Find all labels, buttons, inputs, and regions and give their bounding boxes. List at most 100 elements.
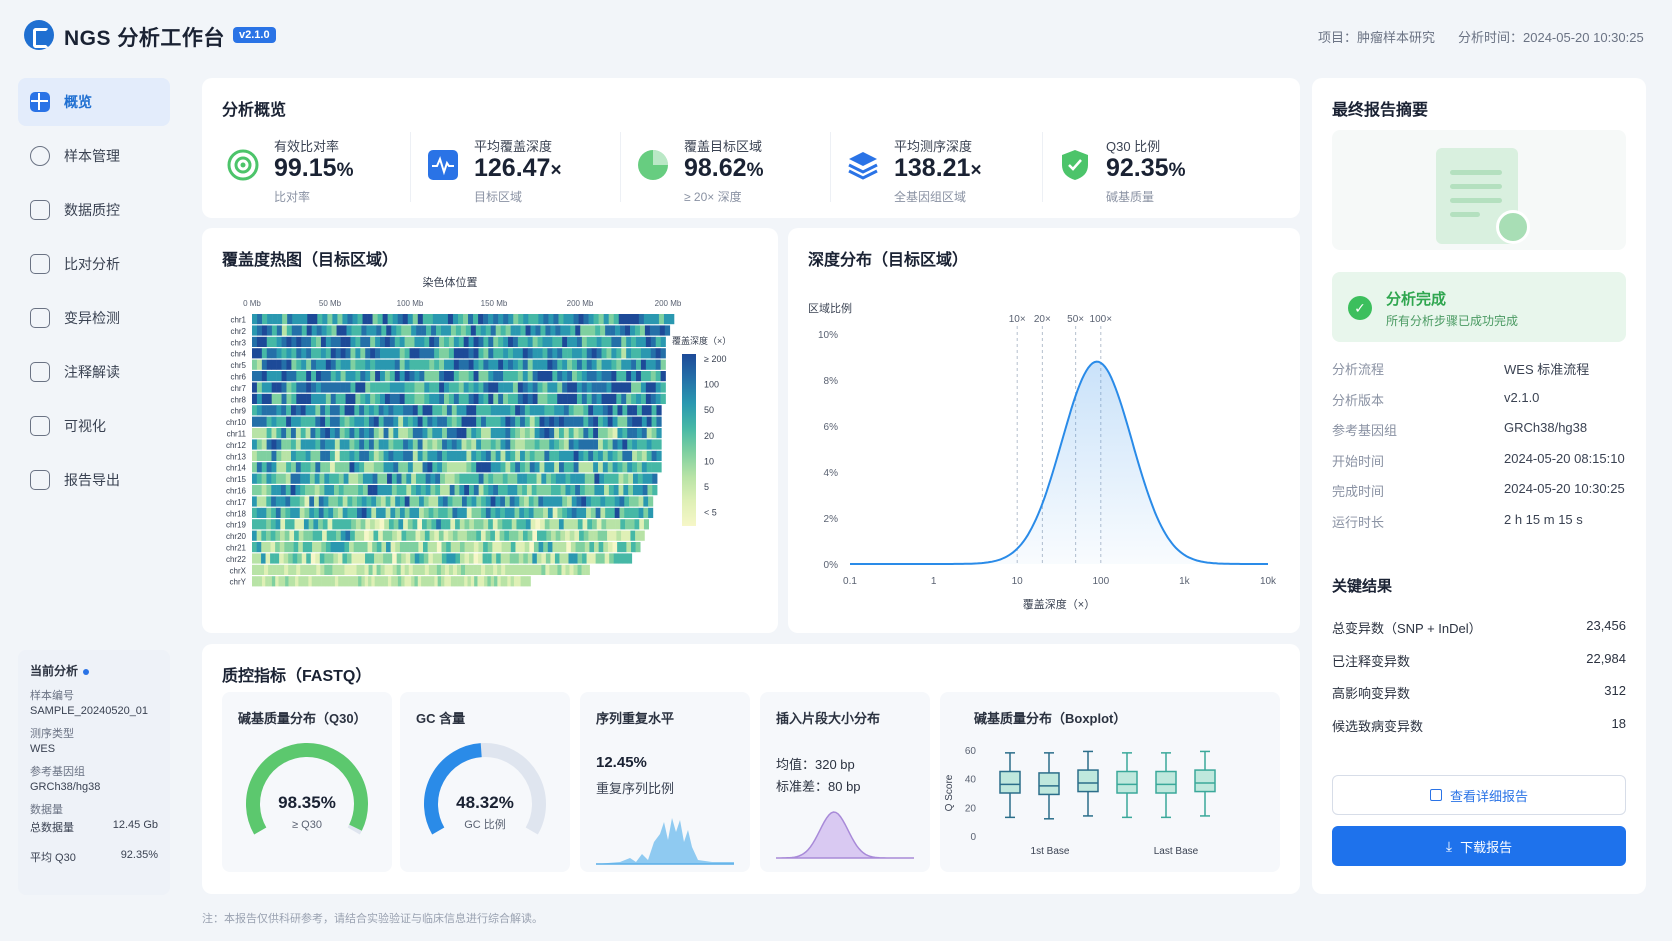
depth-y-tick: 8%: [824, 376, 839, 387]
heatmap-legend-tick: 50: [704, 405, 714, 415]
boxplot-box: [1116, 752, 1138, 819]
report-info-label: 运行时长: [1332, 514, 1385, 530]
sidebar-item-variants[interactable]: 变异检测: [18, 294, 170, 342]
kpi-value: 138.21×: [894, 154, 982, 183]
check-circle-icon: ✓: [1348, 296, 1372, 320]
kpi-sub: 目标区域: [474, 190, 523, 204]
insert-mean: 均值：320 bp: [776, 757, 855, 772]
boxplot-y-tick: 0: [970, 832, 976, 843]
status-banner: ✓ 分析完成 所有分析步骤已成功完成: [1332, 272, 1626, 342]
sidebar-item-visualization[interactable]: 可视化: [18, 402, 170, 450]
heatmap-x-title: 染色体位置: [423, 275, 478, 289]
depth-distribution-chart: 区域比例 0% 2% 4% 6% 8% 10% 0.1 1 10 100 1k 10k 覆盖深度（×） 10…: [808, 301, 1277, 611]
heatmap-row-label: chr15: [226, 475, 247, 484]
annotate-icon: [30, 362, 50, 382]
gauge-sub: GC 比例: [464, 817, 506, 831]
heatmap-row: [252, 496, 654, 507]
dup-sub: 重复序列比例: [596, 781, 675, 796]
app-header: NGS 分析工作台 v2.1.0 项目：肿瘤样本研究 分析时间：2024-05-…: [0, 0, 1672, 72]
avg-q30-value: 92.35%: [120, 849, 158, 861]
gauge-value: 98.35%: [278, 793, 336, 812]
boxplot-box: [999, 752, 1021, 819]
insert-size-box: 插入片段大小分布 均值：320 bp 标准差：80 bp: [760, 692, 930, 872]
heatmap-row-label: chr5: [230, 361, 246, 370]
depth-x-tick: 10k: [1260, 576, 1277, 587]
report-info-value: GRCh38/hg38: [1504, 420, 1588, 435]
heatmap-row: [252, 405, 662, 416]
heatmap-row: [252, 359, 666, 370]
sidebar-item-samples[interactable]: 样本管理: [18, 132, 170, 180]
sample-id-value: SAMPLE_20240520_01: [30, 705, 149, 717]
depth-y-title: 区域比例: [808, 301, 852, 315]
depth-y-tick: 10%: [818, 330, 838, 341]
key-result-value: 18: [1611, 715, 1626, 731]
heatmap-row-label: chr9: [230, 407, 246, 416]
report-info-label: 分析版本: [1332, 392, 1385, 408]
report-info-value: 2024-05-20 08:15:10: [1504, 450, 1625, 466]
heatmap-legend-tick: ≥ 200: [704, 354, 726, 364]
sidebar-item-export[interactable]: 报告导出: [18, 456, 170, 504]
heatmap-row-label: chr20: [226, 532, 247, 541]
heatmap-row-label: chr21: [226, 544, 247, 553]
avg-q30-row: 平均 Q30 92.35%: [30, 849, 158, 865]
heatmap-legend-title: 覆盖深度（×）: [672, 335, 731, 346]
depth-ref-label: 20×: [1034, 314, 1051, 325]
heatmap-row-label: chr4: [230, 350, 246, 359]
sidebar-item-alignment[interactable]: 比对分析: [18, 240, 170, 288]
kpi-label: 平均覆盖深度: [474, 139, 553, 154]
report-info-value: v2.1.0: [1504, 389, 1540, 405]
dup-histogram-area: [596, 818, 734, 864]
depth-line: [850, 360, 1268, 565]
heatmap-legend-tick: 20: [704, 431, 714, 441]
boxplot-box: [1194, 750, 1216, 817]
current-analysis-panel: 当前分析 样本编号 SAMPLE_20240520_01 测序类型 WES 参考…: [18, 650, 170, 895]
kpi-label: 平均测序深度: [894, 139, 973, 154]
heatmap-x-tick: 200 Mb: [655, 299, 682, 308]
q30-box-title: 碱基质量分布（Q30）: [238, 711, 367, 726]
current-analysis-title: 当前分析: [30, 662, 158, 679]
heatmap-legend-bar: [682, 354, 696, 526]
download-report-button[interactable]: ⤓ 下载报告: [1332, 826, 1626, 866]
key-result-value: 23,456: [1586, 618, 1626, 633]
view-detailed-report-button[interactable]: 查看详细报告: [1332, 775, 1626, 815]
heatmap-row: [252, 450, 662, 461]
kpi-label: 有效比对率: [274, 139, 340, 154]
doc-line: [1450, 184, 1502, 189]
pie-icon: [638, 150, 668, 180]
seq-type-value: WES: [30, 743, 56, 755]
heatmap-row: [252, 485, 658, 496]
report-title: 最终报告摘要: [1332, 102, 1429, 119]
report-info-value: 2 h 15 m 15 s: [1504, 511, 1583, 527]
gc-box-title: GC 含量: [416, 711, 466, 726]
external-link-icon: [1429, 789, 1442, 801]
heatmap-row-label: chr14: [226, 464, 247, 473]
kpi-value: 99.15%: [274, 154, 353, 183]
sidebar-item-annotation[interactable]: 注释解读: [18, 348, 170, 396]
heatmap-row: [252, 314, 675, 325]
boxplot-x-label: Last Base: [1154, 846, 1199, 857]
layers-icon: [848, 152, 878, 180]
kpi-unit: %: [1168, 160, 1186, 181]
ref-genome-label: 参考基因组: [30, 766, 85, 778]
kpi-number: 98.62: [684, 154, 747, 182]
analysis-time: 分析时间：2024-05-20 10:30:25: [1458, 30, 1644, 45]
sidebar-item-overview[interactable]: 概览: [18, 78, 170, 126]
kpi-divider: [830, 132, 831, 202]
depth-y-tick: 4%: [824, 468, 839, 479]
data-size-row: 总数据量 12.45 Gb: [30, 819, 158, 835]
kpi-unit: ×: [550, 160, 562, 181]
footer-note: 注：本报告仅供科研参考，请结合实验验证与临床信息进行综合解读。: [202, 913, 543, 925]
heatmap-row: [252, 519, 649, 530]
download-icon: ⤓: [1445, 837, 1453, 854]
target-icon: [227, 149, 259, 181]
heatmap-row-label: chr7: [230, 384, 246, 393]
kpi-number: 99.15: [274, 154, 337, 182]
version-badge: v2.1.0: [233, 27, 276, 43]
sidebar-item-qc[interactable]: 数据质控: [18, 186, 170, 234]
key-result-label: 高影响变异数: [1332, 686, 1411, 701]
kpi-label: Q30 比例: [1106, 139, 1161, 154]
key-result-label: 已注释变异数: [1332, 653, 1411, 669]
q30-box: 碱基质量分布（Q30） 98.35% ≥ Q30: [222, 692, 392, 872]
key-result-label: 总变异数（SNP + InDel）: [1332, 621, 1482, 636]
insert-size-curve: [776, 811, 914, 859]
